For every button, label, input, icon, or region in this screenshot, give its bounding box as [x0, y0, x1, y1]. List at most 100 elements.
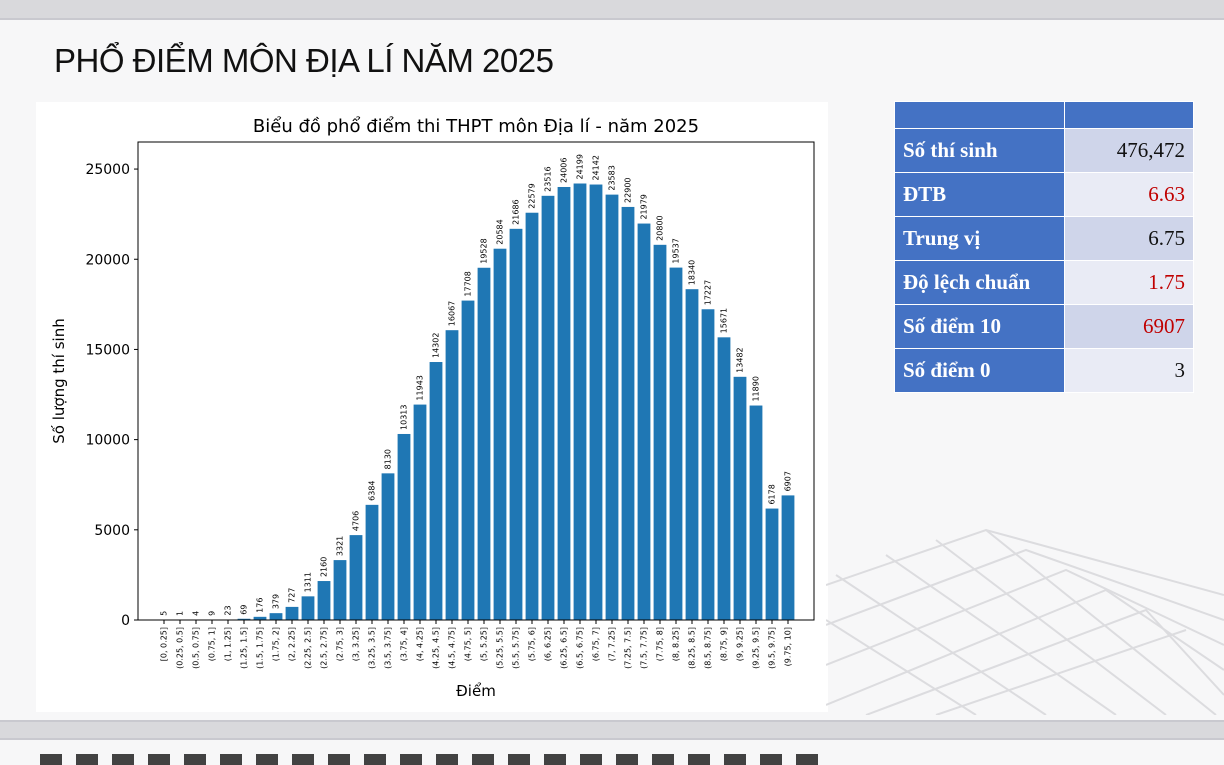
- next-slide-strip: [0, 738, 1224, 765]
- bar: [542, 196, 555, 620]
- x-tick-label: (0.75, 1]: [208, 627, 217, 661]
- bar-value-label: 23516: [544, 166, 553, 191]
- x-tick-label: (0.25, 0.5]: [176, 627, 185, 669]
- y-tick-label: 20000: [85, 252, 130, 268]
- x-tick-label: (3, 3.25]: [352, 627, 361, 661]
- bar-value-label: 6384: [368, 480, 377, 500]
- bar-value-label: 15671: [720, 308, 729, 333]
- next-slide-title-fragment: [40, 754, 820, 765]
- page-title: PHỔ ĐIỂM MÔN ĐỊA LÍ NĂM 2025: [54, 42, 553, 80]
- bar: [702, 309, 715, 620]
- bar-value-label: 22900: [624, 177, 633, 202]
- bar: [606, 195, 619, 620]
- bar-value-label: 176: [256, 598, 265, 613]
- stats-value: 6907: [1065, 305, 1194, 349]
- x-axis-label: Điểm: [456, 682, 496, 700]
- bar: [286, 607, 299, 620]
- x-tick-label: (1, 1.25]: [224, 627, 233, 661]
- stats-header-row: [895, 102, 1194, 129]
- stats-value: 3: [1065, 349, 1194, 393]
- stats-value: 1.75: [1065, 261, 1194, 305]
- bar: [734, 377, 747, 620]
- x-tick-label: (7, 7.25]: [608, 627, 617, 661]
- x-tick-label: (8.5, 8.75]: [704, 627, 713, 669]
- stats-header-cell: [895, 102, 1065, 129]
- bar-value-label: 24006: [560, 158, 569, 183]
- x-tick-label: (6, 6.25]: [544, 627, 553, 661]
- bar: [718, 337, 731, 620]
- bar: [478, 268, 491, 620]
- x-tick-label: (9, 9.25]: [736, 627, 745, 661]
- x-tick-label: (4.75, 5]: [464, 627, 473, 661]
- x-tick-label: (4.25, 4.5]: [432, 627, 441, 669]
- stats-label: ĐTB: [895, 173, 1065, 217]
- x-tick-label: (7.25, 7.5]: [624, 627, 633, 669]
- y-tick-label: 0: [121, 613, 130, 629]
- stats-value: 6.63: [1065, 173, 1194, 217]
- decorative-grid: [826, 525, 1224, 715]
- x-tick-label: (1.25, 1.5]: [240, 627, 249, 669]
- stats-label: Trung vị: [895, 217, 1065, 261]
- bar-value-label: 24142: [592, 155, 601, 180]
- bar: [414, 405, 427, 620]
- x-tick-label: (9.5, 9.75]: [768, 627, 777, 669]
- x-tick-label: (7.75, 8]: [656, 627, 665, 661]
- x-tick-label: (1.75, 2]: [272, 627, 281, 661]
- bar-value-label: 1311: [304, 572, 313, 592]
- bar-value-label: 3321: [336, 536, 345, 556]
- bar-value-label: 8130: [384, 449, 393, 469]
- bar: [526, 213, 539, 620]
- x-tick-label: (5.75, 6]: [528, 627, 537, 661]
- x-tick-label: (6.25, 6.5]: [560, 627, 569, 669]
- bar: [334, 560, 347, 620]
- bar-value-label: 10313: [400, 405, 409, 430]
- bar-value-label: 69: [240, 605, 249, 615]
- bar-value-label: 17227: [704, 280, 713, 305]
- bar: [510, 229, 523, 620]
- bar-value-label: 6178: [768, 484, 777, 504]
- x-tick-label: (0.5, 0.75]: [192, 627, 201, 669]
- x-tick-label: [0, 0.25]: [160, 627, 169, 661]
- bar-value-label: 1: [176, 611, 185, 616]
- bar: [654, 245, 667, 620]
- bar: [670, 268, 683, 620]
- x-tick-label: (2.75, 3]: [336, 627, 345, 661]
- x-axis-group: [0, 0.25] (0.25, 0.5] (0.5, 0.75] (0.75, 1]…: [160, 620, 793, 669]
- bar: [366, 505, 379, 620]
- bar-value-label: 18340: [688, 260, 697, 285]
- bar: [430, 362, 443, 620]
- bar-value-label: 23583: [608, 165, 617, 190]
- x-tick-label: (7.5, 7.75]: [640, 627, 649, 669]
- bar-value-label: 9: [208, 611, 217, 616]
- bar-value-label: 20584: [496, 219, 505, 244]
- bar: [622, 207, 635, 620]
- chart-title: Biểu đồ phổ điểm thi THPT môn Địa lí - n…: [253, 116, 699, 137]
- bar: [782, 495, 795, 620]
- bar: [494, 249, 507, 620]
- stats-label: Số điểm 10: [895, 305, 1065, 349]
- stats-header-cell: [1065, 102, 1194, 129]
- bar: [350, 535, 363, 620]
- bar-value-label: 6907: [784, 471, 793, 491]
- bar-value-label: 21686: [512, 199, 521, 224]
- stats-value: 476,472: [1065, 129, 1194, 173]
- bar-value-label: 16067: [448, 301, 457, 326]
- bar-value-label: 2160: [320, 557, 329, 577]
- x-tick-label: (6.75, 7]: [592, 627, 601, 661]
- bar-value-label: 17708: [464, 271, 473, 296]
- x-tick-label: (4, 4.25]: [416, 627, 425, 661]
- bar-value-label: 23: [224, 605, 233, 615]
- x-tick-label: (3.25, 3.5]: [368, 627, 377, 669]
- y-tick-label: 10000: [85, 433, 130, 449]
- bar: [750, 406, 763, 620]
- x-tick-label: (5.25, 5.5]: [496, 627, 505, 669]
- bar-value-label: 19537: [672, 238, 681, 263]
